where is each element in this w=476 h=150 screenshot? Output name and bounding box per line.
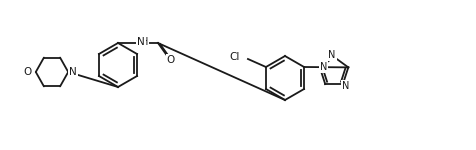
- Text: H: H: [141, 37, 148, 47]
- Text: N: N: [327, 50, 335, 60]
- Text: N: N: [137, 37, 144, 47]
- Text: N: N: [319, 62, 327, 72]
- Text: N: N: [341, 81, 349, 91]
- Text: N: N: [69, 67, 77, 77]
- Text: O: O: [167, 55, 175, 65]
- Text: O: O: [23, 67, 32, 77]
- Text: Cl: Cl: [229, 52, 239, 62]
